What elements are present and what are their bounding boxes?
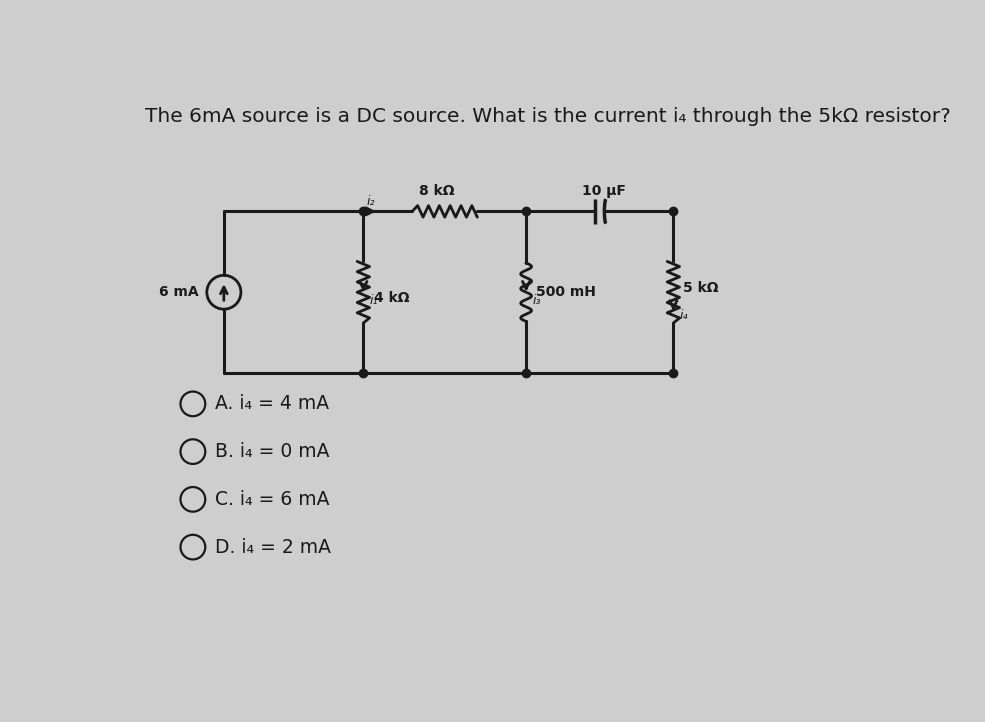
Text: D. i₄ = 2 mA: D. i₄ = 2 mA	[215, 538, 331, 557]
Text: 4 kΩ: 4 kΩ	[374, 292, 410, 305]
Text: B. i₄ = 0 mA: B. i₄ = 0 mA	[215, 442, 329, 461]
Text: i₂: i₂	[366, 195, 375, 209]
Text: i₁: i₁	[369, 294, 378, 307]
Text: 500 mH: 500 mH	[536, 285, 596, 299]
Text: 6 mA: 6 mA	[160, 285, 199, 299]
Text: C. i₄ = 6 mA: C. i₄ = 6 mA	[215, 490, 329, 509]
Text: The 6mA source is a DC source. What is the current i₄ through the 5kΩ resistor?: The 6mA source is a DC source. What is t…	[145, 108, 951, 126]
Text: A. i₄ = 4 mA: A. i₄ = 4 mA	[215, 394, 329, 414]
Text: i₄: i₄	[680, 309, 689, 322]
Text: i₃: i₃	[532, 294, 541, 307]
Text: 5 kΩ: 5 kΩ	[683, 282, 718, 295]
Text: 8 kΩ: 8 kΩ	[420, 183, 455, 198]
Text: 10 µF: 10 µF	[582, 183, 625, 198]
